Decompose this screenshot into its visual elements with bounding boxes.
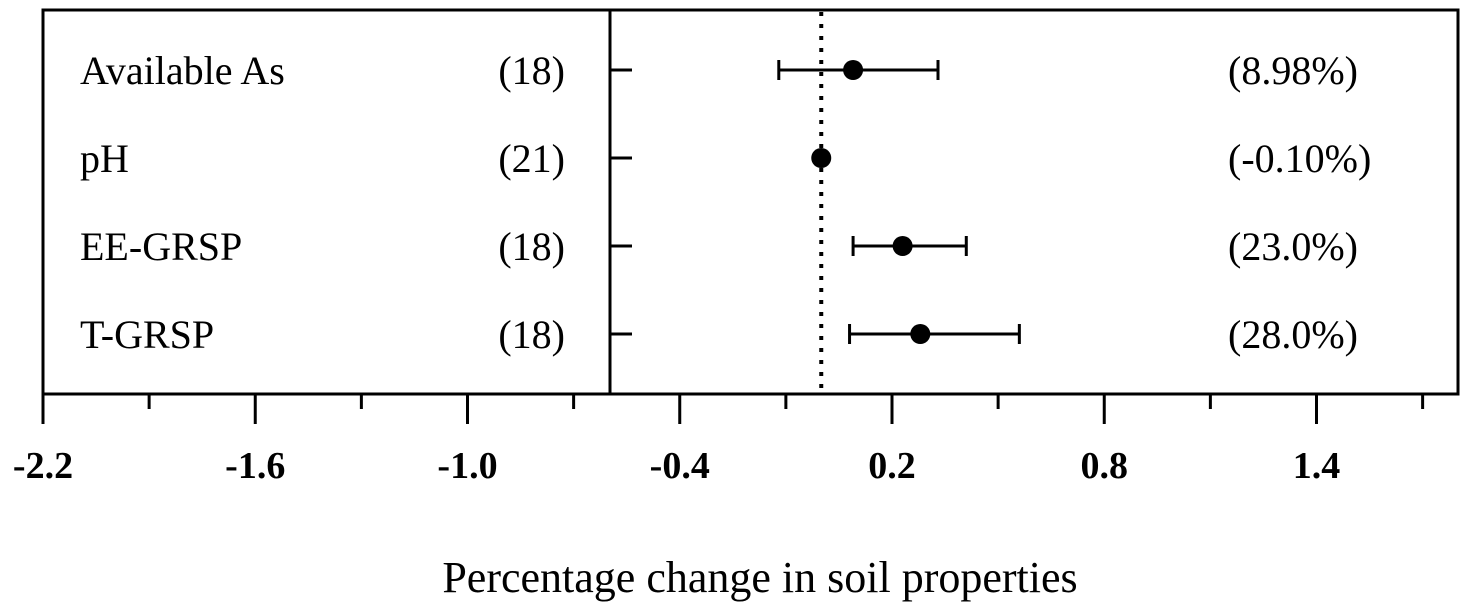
- row-sample-size: (21): [498, 136, 565, 181]
- row-effect-annotation: (23.0%): [1228, 224, 1358, 269]
- row-label: pH: [80, 136, 129, 181]
- x-tick-label: -1.6: [225, 445, 285, 487]
- x-tick-label: -2.2: [13, 445, 73, 487]
- row-label: EE-GRSP: [80, 224, 242, 269]
- row-sample-size: (18): [498, 224, 565, 269]
- row-label: Available As: [80, 48, 285, 93]
- effect-point: [811, 148, 832, 168]
- x-tick-label: 0.8: [1081, 445, 1129, 487]
- row-sample-size: (18): [498, 48, 565, 93]
- row-effect-annotation: (28.0%): [1228, 312, 1358, 357]
- row-effect-annotation: (8.98%): [1228, 48, 1358, 93]
- row-effect-annotation: (-0.10%): [1228, 136, 1371, 181]
- x-tick-label: 1.4: [1293, 445, 1341, 487]
- x-axis: -2.2 -1.6 -1.0 -0.4 0.2 0.8 1.4: [13, 394, 1425, 487]
- effect-point: [910, 324, 931, 344]
- forest-row: T-GRSP (18) (28.0%): [80, 312, 1358, 357]
- rows-layer: Available As (18) (8.98%) pH (21) (-0.10%) EE-…: [80, 12, 1371, 394]
- forest-row: Available As (18) (8.98%): [80, 48, 1358, 93]
- forest-row: EE-GRSP (18) (23.0%): [80, 224, 1358, 269]
- effect-point: [892, 236, 913, 256]
- forest-row: pH (21) (-0.10%): [80, 136, 1371, 181]
- row-label: T-GRSP: [80, 312, 214, 357]
- row-sample-size: (18): [498, 312, 565, 357]
- plot-frame: [41, 8, 1460, 396]
- effect-point: [843, 60, 864, 80]
- x-tick-label: -0.4: [650, 445, 710, 487]
- x-axis-label: Percentage change in soil properties: [442, 553, 1077, 602]
- x-tick-label: 0.2: [868, 445, 916, 487]
- x-tick-label: -1.0: [437, 445, 497, 487]
